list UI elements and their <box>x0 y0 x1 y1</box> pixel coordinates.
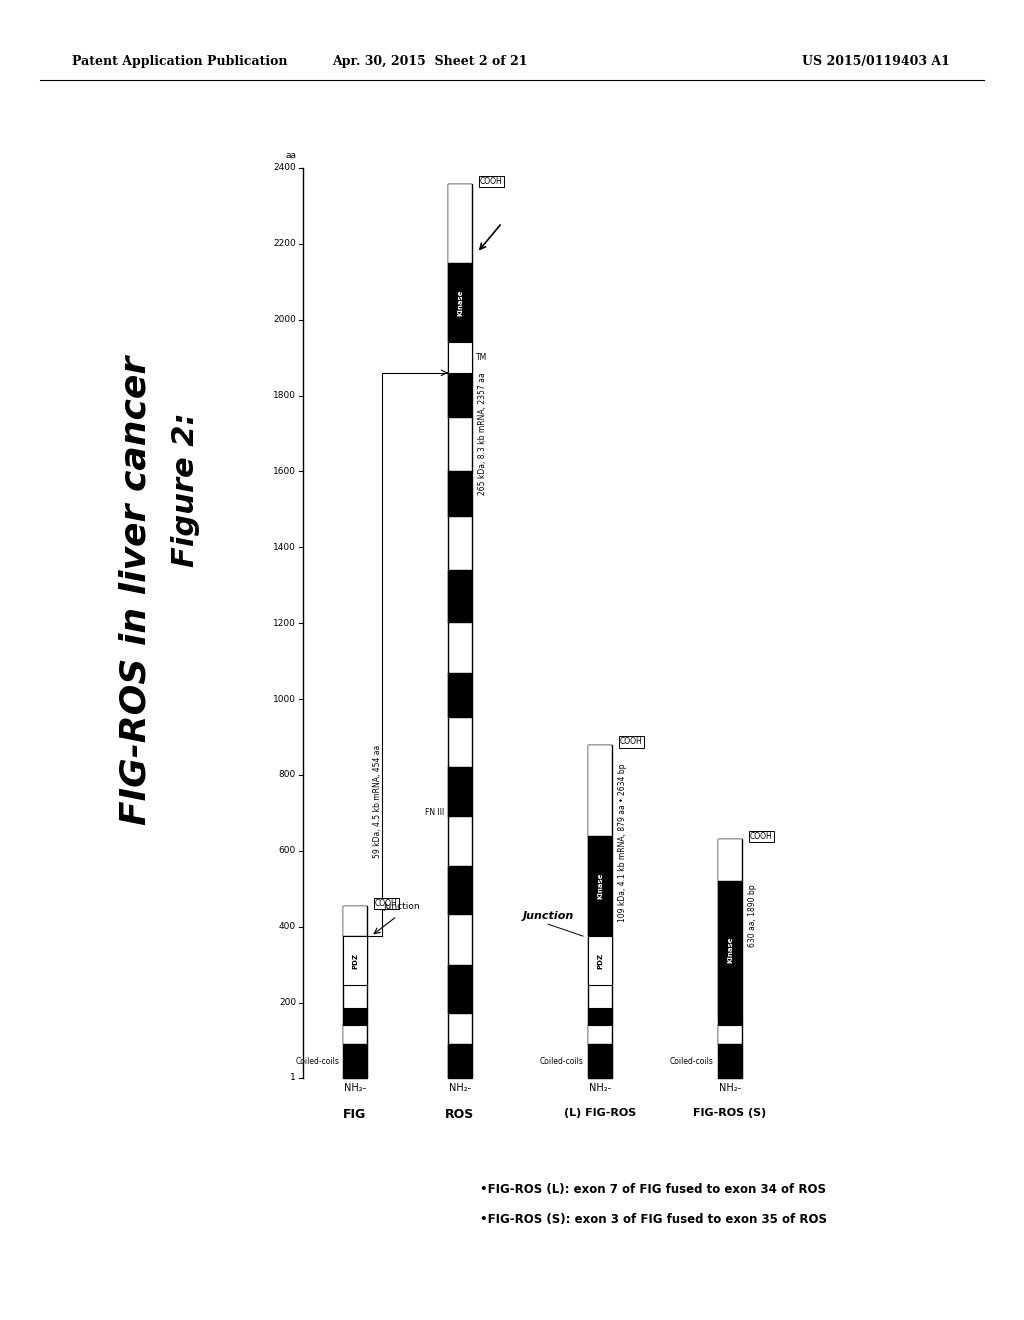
Bar <box>449 185 472 263</box>
Text: aa: aa <box>285 152 296 161</box>
Text: 2000: 2000 <box>273 315 296 325</box>
Text: FIG-ROS in liver cancer: FIG-ROS in liver cancer <box>118 355 152 825</box>
Bar <box>718 840 742 1078</box>
Text: 1800: 1800 <box>273 391 296 400</box>
Bar <box>718 882 742 1018</box>
Bar <box>343 1044 367 1078</box>
Text: 59 kDa, 4.5 kb mRNA, 454 aa: 59 kDa, 4.5 kb mRNA, 454 aa <box>373 744 382 858</box>
Text: 400: 400 <box>279 923 296 931</box>
Text: Kinase: Kinase <box>727 936 733 962</box>
Text: 1400: 1400 <box>273 543 296 552</box>
Bar <box>588 744 612 836</box>
Text: 600: 600 <box>279 846 296 855</box>
Text: Coiled-coils: Coiled-coils <box>670 1056 714 1065</box>
Bar <box>343 1026 367 1044</box>
Text: 1600: 1600 <box>273 467 296 477</box>
Bar <box>343 936 367 986</box>
Text: US 2015/0119403 A1: US 2015/0119403 A1 <box>802 55 950 69</box>
Bar <box>449 263 472 342</box>
Bar <box>449 965 472 1014</box>
Text: 1000: 1000 <box>273 694 296 704</box>
Bar <box>588 836 612 936</box>
Text: COOH: COOH <box>375 899 397 908</box>
Bar <box>449 372 472 418</box>
Text: PDZ: PDZ <box>352 953 358 969</box>
Text: Patent Application Publication: Patent Application Publication <box>72 55 288 69</box>
Bar <box>449 570 472 623</box>
Text: Apr. 30, 2015  Sheet 2 of 21: Apr. 30, 2015 Sheet 2 of 21 <box>332 55 527 69</box>
Text: Coiled-coils: Coiled-coils <box>295 1056 339 1065</box>
Text: 109 kDa, 4.1 kb mRNA, 879 aa • 2634 bp: 109 kDa, 4.1 kb mRNA, 879 aa • 2634 bp <box>618 764 627 923</box>
Text: 2200: 2200 <box>273 239 296 248</box>
Text: 800: 800 <box>279 771 296 779</box>
Text: COOH: COOH <box>480 177 503 186</box>
Bar <box>449 185 472 1078</box>
Bar <box>718 1018 742 1026</box>
Text: 1: 1 <box>290 1073 296 1082</box>
Bar <box>588 1008 612 1026</box>
Text: Coiled-coils: Coiled-coils <box>540 1056 584 1065</box>
Bar <box>449 672 472 718</box>
Bar <box>343 1008 367 1026</box>
Bar <box>449 342 472 372</box>
Text: Junction: Junction <box>522 911 573 921</box>
Bar <box>343 906 367 936</box>
Text: ROS: ROS <box>445 1107 475 1121</box>
Text: FIG-ROS (S): FIG-ROS (S) <box>693 1107 767 1118</box>
Text: COOH: COOH <box>620 738 643 746</box>
Text: NH₂-: NH₂- <box>449 1082 471 1093</box>
Text: NH₂-: NH₂- <box>589 1082 611 1093</box>
Text: NH₂-: NH₂- <box>344 1082 366 1093</box>
Text: TM: TM <box>476 354 487 362</box>
Text: 265 kDa, 8.3 kb mRNA, 2357 aa: 265 kDa, 8.3 kb mRNA, 2357 aa <box>478 372 487 495</box>
Bar <box>343 906 367 1078</box>
Bar <box>449 471 472 517</box>
Text: (L) FIG-ROS: (L) FIG-ROS <box>564 1107 636 1118</box>
Text: 2400: 2400 <box>273 164 296 173</box>
Bar <box>718 1044 742 1078</box>
Text: Figure 2:: Figure 2: <box>171 413 200 568</box>
Text: COOH: COOH <box>750 832 773 841</box>
Text: Junction: Junction <box>384 902 420 911</box>
Bar <box>718 840 742 882</box>
Bar <box>588 936 612 986</box>
Text: 200: 200 <box>279 998 296 1007</box>
Bar <box>588 744 612 1078</box>
Text: NH₂-: NH₂- <box>719 1082 741 1093</box>
Text: •FIG-ROS (L): exon 7 of FIG fused to exon 34 of ROS: •FIG-ROS (L): exon 7 of FIG fused to exo… <box>480 1184 826 1196</box>
Text: 1200: 1200 <box>273 619 296 628</box>
Text: PDZ: PDZ <box>597 953 603 969</box>
Text: •FIG-ROS (S): exon 3 of FIG fused to exon 35 of ROS: •FIG-ROS (S): exon 3 of FIG fused to exo… <box>480 1213 827 1226</box>
Text: Kinase: Kinase <box>597 873 603 899</box>
Bar <box>449 767 472 817</box>
Bar <box>588 1044 612 1078</box>
Bar <box>588 1026 612 1044</box>
Bar <box>718 1026 742 1044</box>
Text: FN III: FN III <box>425 808 444 817</box>
Text: 630 aa, 1890 bp: 630 aa, 1890 bp <box>748 884 757 946</box>
Text: Kinase: Kinase <box>457 289 463 315</box>
Bar <box>449 1044 472 1078</box>
Text: FIG: FIG <box>343 1107 367 1121</box>
Bar <box>449 866 472 915</box>
